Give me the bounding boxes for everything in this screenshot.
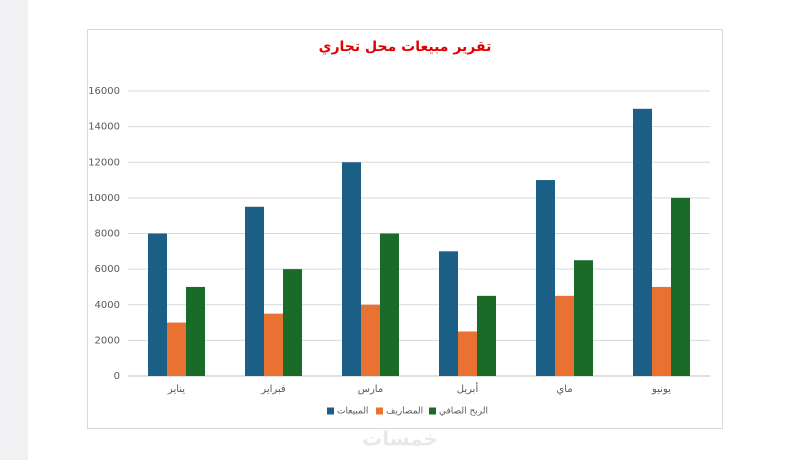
x-tick-label: مارس (358, 384, 383, 395)
bar (148, 233, 167, 376)
x-tick-label: أبريل (457, 382, 479, 395)
bar (671, 197, 690, 376)
legend-label: المصاريف (386, 407, 423, 417)
watermark: خمسات (362, 427, 438, 451)
side-strip (0, 0, 28, 460)
legend-label: المبيعات (337, 407, 368, 417)
y-tick-label: 6000 (95, 264, 120, 275)
y-tick-label: 0 (114, 371, 120, 382)
legend-label: الربح الصافي (439, 407, 488, 417)
bar (439, 251, 458, 376)
x-tick-label: يونيو (651, 384, 671, 395)
bar (380, 233, 399, 376)
bar (458, 331, 477, 376)
y-tick-label: 4000 (95, 300, 120, 311)
y-tick-label: 2000 (95, 335, 120, 346)
legend-swatch (429, 407, 436, 415)
x-tick-label: ماي (556, 384, 572, 395)
legend-swatch (376, 407, 383, 415)
bar (264, 313, 283, 376)
y-tick-label: 12000 (88, 157, 120, 168)
bar (167, 322, 186, 376)
bar (342, 162, 361, 376)
bar (186, 286, 205, 376)
bar (245, 206, 264, 376)
x-tick-label: فبراير (260, 384, 286, 395)
bar (574, 260, 593, 376)
y-tick-label: 8000 (95, 229, 120, 240)
y-tick-label: 10000 (88, 193, 120, 204)
bar (633, 108, 652, 376)
bar (283, 269, 302, 376)
bar (555, 295, 574, 376)
legend-swatch (327, 407, 334, 415)
bar (477, 295, 496, 376)
y-tick-label: 14000 (88, 122, 120, 133)
x-tick-label: يناير (167, 384, 185, 395)
chart-title: تقرير مبيعات محل تجاري (319, 39, 492, 56)
bar (652, 286, 671, 376)
y-tick-label: 16000 (88, 86, 120, 97)
bar (536, 180, 555, 376)
bar (361, 304, 380, 376)
